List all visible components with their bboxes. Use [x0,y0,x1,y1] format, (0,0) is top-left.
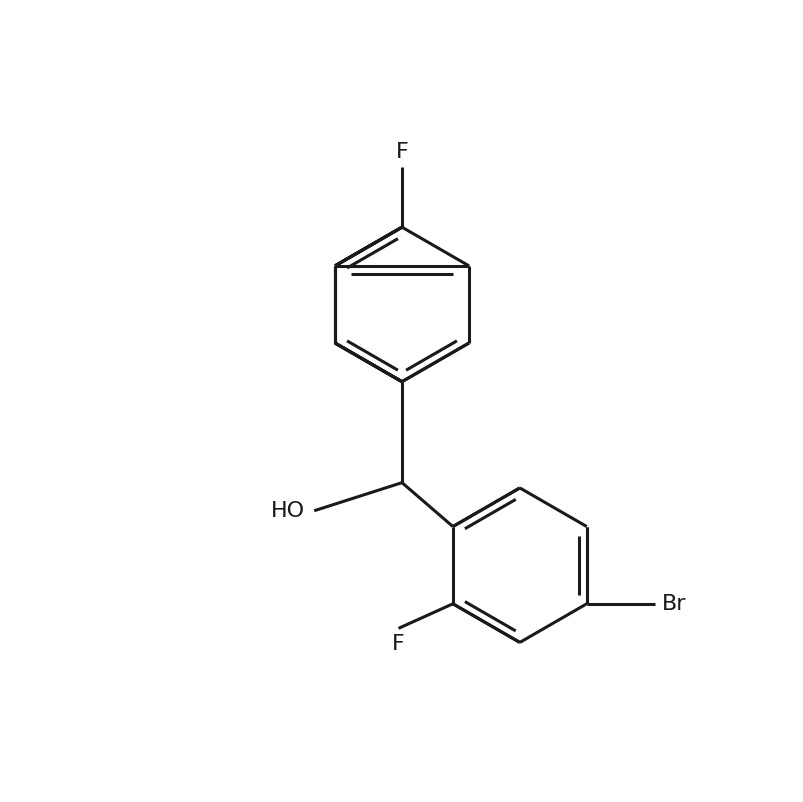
Text: HO: HO [271,500,305,520]
Text: F: F [395,142,408,162]
Text: F: F [392,634,405,654]
Text: Br: Br [662,593,686,614]
